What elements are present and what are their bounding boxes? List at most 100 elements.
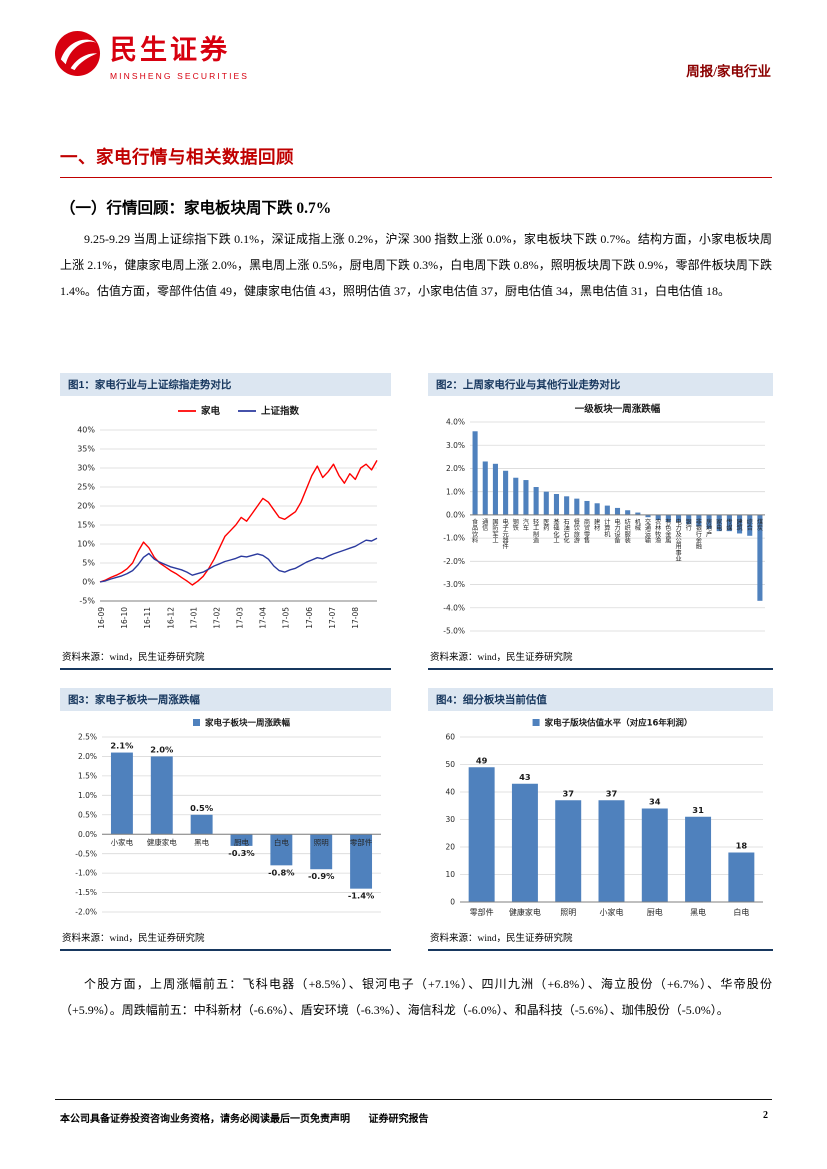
brand-logo: 民生证券 MINSHENG SECURITIES xyxy=(54,30,249,81)
svg-text:2.0%: 2.0% xyxy=(150,744,174,754)
svg-text:35%: 35% xyxy=(77,445,95,454)
svg-text:钢铁: 钢铁 xyxy=(513,518,519,532)
svg-text:5%: 5% xyxy=(82,559,95,568)
svg-text:2.1%: 2.1% xyxy=(110,741,134,751)
svg-text:传媒: 传媒 xyxy=(726,518,733,532)
figure-1: 图1：家电行业与上证综指走势对比 -5% 0% 5% 10% 15% 20% 25% 30% 3… xyxy=(60,373,391,670)
svg-text:17-06: 17-06 xyxy=(305,607,314,629)
figure-1-source: 资料来源：wind，民生证券研究院 xyxy=(60,643,391,670)
svg-text:食品饮料: 食品饮料 xyxy=(472,518,479,545)
brand-text: 民生证券 MINSHENG SECURITIES xyxy=(110,30,249,81)
svg-text:4.0%: 4.0% xyxy=(446,418,465,427)
svg-text:家电子版块估值水平（对应16年利润）: 家电子版块估值水平（对应16年利润） xyxy=(545,718,693,729)
minsheng-logo-icon xyxy=(54,30,101,77)
svg-text:1.0%: 1.0% xyxy=(446,487,465,496)
svg-text:家电: 家电 xyxy=(716,518,722,532)
svg-text:16-09: 16-09 xyxy=(97,607,106,629)
svg-text:汽车: 汽车 xyxy=(523,518,529,532)
svg-text:银行: 银行 xyxy=(686,518,692,532)
svg-text:16-11: 16-11 xyxy=(143,607,152,629)
svg-text:15%: 15% xyxy=(77,521,95,530)
svg-text:2.0%: 2.0% xyxy=(78,752,97,761)
svg-text:20%: 20% xyxy=(77,502,95,511)
svg-text:43: 43 xyxy=(519,772,531,782)
svg-text:1.0%: 1.0% xyxy=(78,791,97,800)
svg-text:健康家电: 健康家电 xyxy=(509,907,541,917)
svg-text:纺织服装: 纺织服装 xyxy=(625,518,631,545)
section-title: 一、家电行情与相关数据回顾 xyxy=(60,144,772,178)
svg-text:-0.3%: -0.3% xyxy=(228,848,255,858)
figure-4-source: 资料来源：wind，民生证券研究院 xyxy=(428,924,773,951)
svg-text:49: 49 xyxy=(476,755,488,765)
svg-text:家电: 家电 xyxy=(201,405,221,417)
svg-text:-1.5%: -1.5% xyxy=(75,888,97,897)
page-footer: 本公司具备证券投资咨询业务资格，请务必阅读最后一页免责声明 证券研究报告 2 xyxy=(60,1110,768,1125)
figure-2: 图2：上周家电行业与其他行业走势对比 -5.0% -4.0% -3.0% -2.0% -… xyxy=(428,373,773,670)
svg-text:17-04: 17-04 xyxy=(259,607,268,629)
svg-text:18: 18 xyxy=(736,841,748,851)
svg-text:30: 30 xyxy=(445,815,455,824)
svg-text:17-02: 17-02 xyxy=(212,607,221,629)
figure-3-bar-chart: -2.0% -1.5% -1.0% -0.5% 0.0% 0.5% 1.0% 1.5% 2.0%… xyxy=(60,711,391,924)
svg-text:17-03: 17-03 xyxy=(236,607,245,629)
figure-3: 图3：家电子板块一周涨跌幅 -2.0% -1.5% -1.0% -0.5% 0.0% 0.… xyxy=(60,688,391,951)
svg-text:小家电: 小家电 xyxy=(600,907,624,917)
svg-text:综合: 综合 xyxy=(747,518,753,532)
svg-text:交通运输: 交通运输 xyxy=(645,518,652,545)
svg-text:0.5%: 0.5% xyxy=(78,810,97,819)
svg-text:电力设备: 电力设备 xyxy=(614,518,621,545)
svg-text:-5%: -5% xyxy=(79,597,95,606)
svg-text:白电: 白电 xyxy=(274,837,289,847)
svg-text:17-01: 17-01 xyxy=(189,607,198,629)
footer-report-label: 证券研究报告 xyxy=(368,1114,429,1125)
svg-text:34: 34 xyxy=(649,797,661,807)
svg-text:非银行金融: 非银行金融 xyxy=(696,518,703,551)
figure-1-line-chart: -5% 0% 5% 10% 15% 20% 25% 30% 35% 40% 16-09 16-10 16… xyxy=(60,396,391,643)
svg-text:黑电: 黑电 xyxy=(690,907,706,917)
svg-text:10: 10 xyxy=(445,870,455,879)
footer-disclaimer: 本公司具备证券投资咨询业务资格，请务必阅读最后一页免责声明 xyxy=(60,1114,350,1125)
svg-text:商贸零售: 商贸零售 xyxy=(584,518,590,545)
svg-text:-4.0%: -4.0% xyxy=(443,603,465,612)
svg-text:照明: 照明 xyxy=(560,908,576,917)
svg-text:健康家电: 健康家电 xyxy=(147,837,177,847)
svg-text:小家电: 小家电 xyxy=(111,837,134,847)
svg-text:-2.0%: -2.0% xyxy=(75,908,97,917)
footer-text: 本公司具备证券投资咨询业务资格，请务必阅读最后一页免责声明 证券研究报告 xyxy=(60,1110,429,1125)
svg-text:一级板块一周涨跌幅: 一级板块一周涨跌幅 xyxy=(575,403,661,415)
svg-text:农林牧渔: 农林牧渔 xyxy=(655,518,662,545)
svg-text:0%: 0% xyxy=(82,578,95,587)
svg-text:国防军工: 国防军工 xyxy=(492,519,498,545)
svg-text:-1.0%: -1.0% xyxy=(443,534,465,543)
svg-text:3.0%: 3.0% xyxy=(446,441,465,450)
svg-text:家电子板块一周涨跌幅: 家电子板块一周涨跌幅 xyxy=(205,718,291,729)
paragraph-market-review: 9.25-9.29 当周上证综指下跌 0.1%，深证成指上涨 0.2%，沪深 3… xyxy=(60,232,772,298)
report-type-label: 周报/家电行业 xyxy=(686,64,771,79)
brand-name-en: MINSHENG SECURITIES xyxy=(110,70,250,81)
svg-text:厨电: 厨电 xyxy=(647,907,663,917)
figure-3-source: 资料来源：wind，民生证券研究院 xyxy=(60,924,391,951)
svg-text:-5.0%: -5.0% xyxy=(443,627,465,636)
svg-text:0.0%: 0.0% xyxy=(446,510,465,519)
svg-text:0.5%: 0.5% xyxy=(190,803,214,813)
figure-4: 图4：细分板块当前估值 0 10 20 30 40 50 60 零部件 健康家电 照明 小家电 厨电 黑… xyxy=(428,688,773,951)
svg-text:机械: 机械 xyxy=(635,518,642,532)
svg-text:白电: 白电 xyxy=(733,907,749,917)
svg-text:上证指数: 上证指数 xyxy=(261,405,300,417)
svg-text:黑电: 黑电 xyxy=(194,837,209,847)
svg-text:-3.0%: -3.0% xyxy=(443,580,465,589)
figure-2-bar-chart: -5.0% -4.0% -3.0% -2.0% -1.0% 0.0% 1.0% 2.0% 3.0… xyxy=(428,396,773,643)
svg-text:有色金属: 有色金属 xyxy=(665,518,672,545)
figure-4-title: 图4：细分板块当前估值 xyxy=(428,688,773,711)
svg-text:17-05: 17-05 xyxy=(282,607,291,629)
svg-text:40%: 40% xyxy=(77,426,95,435)
svg-text:2.0%: 2.0% xyxy=(446,464,465,473)
svg-text:60: 60 xyxy=(445,733,455,742)
svg-text:-1.4%: -1.4% xyxy=(348,891,375,901)
subsection-title: （一）行情回顾：家电板块周下跌 0.7% xyxy=(60,200,332,217)
svg-text:25%: 25% xyxy=(77,483,95,492)
footer-divider xyxy=(55,1099,772,1100)
svg-text:-0.8%: -0.8% xyxy=(268,867,295,877)
page-number: 2 xyxy=(763,1110,768,1121)
svg-text:16-12: 16-12 xyxy=(166,607,175,629)
